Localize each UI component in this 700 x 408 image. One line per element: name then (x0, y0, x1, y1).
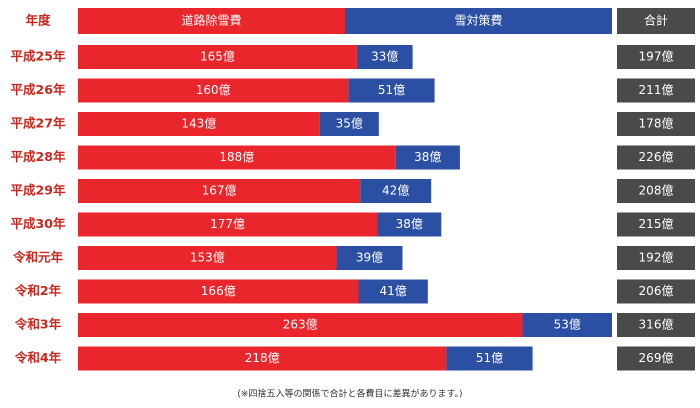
category-label: 令和元年 (12, 250, 64, 265)
data-label: 160億 (196, 83, 231, 97)
bar-segment (377, 212, 442, 237)
total-label: 208億 (639, 184, 674, 198)
data-label: 51億 (476, 351, 503, 365)
header-label: 合計 (644, 13, 668, 28)
bar-segment (78, 112, 320, 136)
total-box (617, 212, 695, 237)
header-bar (78, 8, 345, 34)
bar-segment (78, 212, 378, 237)
data-label: 42億 (382, 184, 409, 198)
total-label: 192億 (639, 251, 674, 265)
category-label: 令和4年 (14, 350, 62, 365)
bar-segment (336, 246, 403, 270)
data-label: 165億 (200, 50, 235, 64)
total-box (617, 112, 695, 136)
total-box (617, 78, 695, 103)
total-label: 197億 (639, 50, 674, 64)
bar-segment (78, 145, 396, 170)
category-label: 平成30年 (11, 216, 66, 231)
total-box (617, 279, 695, 304)
category-label: 平成26年 (11, 82, 66, 97)
total-label: 206億 (639, 284, 674, 298)
data-label: 33億 (371, 50, 398, 64)
bar-segment (78, 246, 337, 270)
total-label: 226億 (639, 150, 674, 164)
data-label: 39億 (356, 251, 383, 265)
bar-segment (356, 45, 413, 69)
footnote: (※四捨五入等の関係で合計と各費目に差異があります。) (237, 388, 462, 400)
total-box (617, 246, 695, 270)
total-label: 269億 (639, 351, 674, 365)
data-label: 263億 (283, 318, 318, 332)
data-label: 35億 (336, 117, 363, 131)
total-box (617, 313, 695, 337)
bar-segment (78, 45, 357, 69)
header-bar (345, 8, 612, 34)
data-label: 38億 (414, 150, 441, 164)
legend-label: 雪対策費 (454, 13, 502, 28)
data-label: 177億 (210, 217, 245, 231)
data-label: 41億 (380, 284, 407, 298)
bar-segment (78, 179, 361, 203)
total-box (617, 346, 695, 371)
legend-label: 道路除雪費 (181, 13, 241, 28)
bar-segment (522, 313, 612, 337)
category-label: 平成27年 (11, 116, 66, 131)
total-box (617, 45, 695, 69)
bar-segment (319, 112, 379, 136)
category-label: 平成29年 (11, 183, 66, 198)
total-box (617, 145, 695, 170)
total-label: 316億 (639, 318, 674, 332)
category-label: 令和3年 (14, 317, 62, 332)
bar-segment (78, 346, 447, 371)
header-box (617, 8, 695, 34)
total-label: 211億 (639, 83, 674, 97)
data-label: 53億 (554, 318, 581, 332)
total-label: 178億 (639, 117, 674, 131)
data-label: 166億 (201, 284, 236, 298)
bar-segment (395, 145, 460, 170)
data-label: 218億 (245, 351, 280, 365)
bar-segment (78, 313, 523, 337)
total-box (617, 179, 695, 203)
bar-segment (78, 279, 359, 304)
bar-segment (446, 346, 533, 371)
data-label: 167億 (202, 184, 237, 198)
bar-segment (78, 78, 349, 103)
data-label: 143億 (181, 117, 216, 131)
category-label: 令和2年 (14, 283, 62, 298)
data-label: 188億 (219, 150, 254, 164)
data-label: 153億 (190, 251, 225, 265)
data-label: 51億 (378, 83, 405, 97)
bar-segment (348, 78, 435, 103)
category-header: 年度 (25, 13, 51, 28)
data-label: 38億 (396, 217, 423, 231)
bar-segment (360, 179, 432, 203)
category-label: 平成28年 (11, 149, 66, 164)
bar-segment (358, 279, 428, 304)
category-label: 平成25年 (11, 49, 66, 64)
total-label: 215億 (639, 217, 674, 231)
